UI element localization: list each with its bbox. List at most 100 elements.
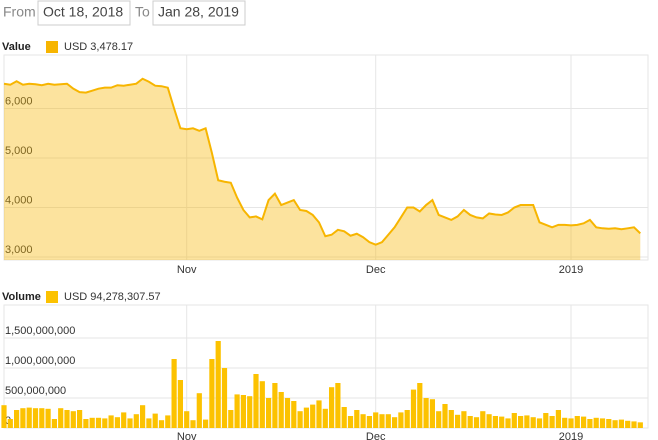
bar <box>568 418 574 428</box>
chart-title: Value <box>2 41 31 53</box>
bar <box>637 422 643 428</box>
bar <box>524 415 530 428</box>
bar <box>196 393 202 428</box>
bar <box>574 416 580 428</box>
bar <box>530 417 536 428</box>
bar <box>417 383 423 428</box>
bar <box>272 383 278 428</box>
bar <box>7 419 13 428</box>
bar <box>284 398 291 428</box>
bar <box>1 405 7 428</box>
bar <box>177 380 183 428</box>
bar <box>549 416 555 428</box>
x-tick-label: Dec <box>366 431 386 440</box>
bar <box>108 415 114 428</box>
from-input[interactable] <box>37 0 131 26</box>
bar <box>70 411 76 428</box>
bar <box>429 399 435 428</box>
from-date: Oct 18, 2018 <box>43 4 123 20</box>
bar <box>58 408 64 428</box>
bar <box>39 408 45 428</box>
bar <box>26 407 32 428</box>
bar <box>581 416 587 428</box>
bar <box>152 413 158 428</box>
bar <box>83 419 89 428</box>
x-tick-label: Dec <box>366 264 386 276</box>
bar <box>587 419 593 428</box>
bar <box>140 405 146 428</box>
x-tick-label: 2019 <box>559 264 583 276</box>
x-tick-label: Nov <box>177 431 197 440</box>
bar <box>555 410 561 428</box>
bar <box>480 411 486 428</box>
bar <box>32 408 39 428</box>
bar <box>366 416 372 428</box>
bar <box>618 419 624 428</box>
bar <box>404 410 410 428</box>
range-selector: From Oct 18, 2018 To Jan 28, 2019 <box>3 0 246 26</box>
bar <box>253 374 259 428</box>
bar <box>209 359 215 428</box>
x-tick-label: 2019 <box>559 431 583 440</box>
bar <box>593 417 599 428</box>
bar <box>448 410 454 428</box>
y-tick-label: 500,000,000 <box>5 385 66 397</box>
bar <box>45 408 51 428</box>
legend-label: USD 94,278,307.57 <box>64 291 161 303</box>
line <box>3 77 641 246</box>
bar <box>455 414 461 428</box>
bar <box>77 410 83 428</box>
bar <box>625 420 631 428</box>
y-tick-label: 1,000,000,000 <box>5 355 75 367</box>
y-tick-label: 4,000 <box>5 194 33 206</box>
bar <box>347 416 354 428</box>
bar <box>121 412 127 428</box>
to-label: To <box>135 4 150 20</box>
bar <box>64 410 70 428</box>
to-input[interactable] <box>152 0 246 26</box>
bar <box>95 417 102 428</box>
bar <box>247 396 253 428</box>
bar <box>379 414 385 428</box>
bar <box>505 418 511 428</box>
bar <box>316 400 322 428</box>
bar <box>158 420 165 428</box>
to-date: Jan 28, 2019 <box>158 4 239 20</box>
bar <box>599 418 606 428</box>
bar <box>190 420 196 428</box>
bar <box>221 368 228 428</box>
bar <box>341 407 347 428</box>
bar <box>461 411 467 428</box>
bar <box>215 341 221 428</box>
bar <box>303 407 309 428</box>
bar <box>20 408 26 428</box>
bar <box>329 387 335 428</box>
bar <box>291 401 297 428</box>
bar <box>631 421 637 428</box>
bar <box>240 395 246 428</box>
bar <box>297 411 303 428</box>
bar <box>89 417 95 428</box>
bar <box>392 417 398 428</box>
bar <box>278 392 284 428</box>
bar <box>467 416 473 428</box>
bar <box>51 419 57 428</box>
bar <box>511 413 517 428</box>
bar <box>322 408 328 428</box>
from-label: From <box>3 4 36 20</box>
y-tick-label: 1,500,000,000 <box>5 325 75 337</box>
bar <box>436 411 442 428</box>
bar <box>146 418 152 428</box>
bar <box>133 414 139 428</box>
y-tick-label: 3,000 <box>5 244 33 256</box>
bar <box>373 412 379 428</box>
bar <box>228 410 234 428</box>
bar <box>423 398 429 428</box>
bar <box>499 416 505 428</box>
bar <box>385 414 391 428</box>
bar <box>354 410 360 428</box>
x-tick-label: Nov <box>177 264 197 276</box>
legend-swatch <box>46 291 58 303</box>
bar <box>543 413 549 428</box>
